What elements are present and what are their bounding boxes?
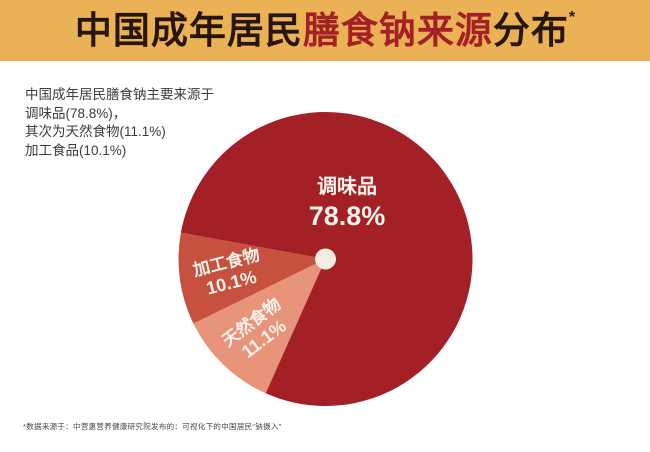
title-suffix: 分布 (492, 10, 569, 51)
title-highlight: 膳食钠来源 (302, 10, 493, 51)
pie-slice-natural-food (193, 259, 326, 394)
summary-line-1: 中国成年居民膳食钠主要来源于 (25, 87, 214, 102)
footnote: *数据来源于：中营惠营养健康研究院发布的：可视化下的中国居民“钠摄入” (23, 422, 282, 431)
summary-line-3: 其次为天然食物(11.1%) (25, 124, 166, 139)
title-prefix: 中国成年居民 (74, 10, 303, 51)
page-title: 中国成年居民膳食钠来源分布* (74, 9, 576, 51)
summary-text-block: 中国成年居民膳食钠主要来源于 调味品(78.8%)， 其次为天然食物(11.1%… (25, 86, 295, 160)
summary-line-4: 加工食品(10.1%) (25, 142, 127, 158)
pie-slice-processed-food (178, 232, 326, 324)
summary-line-2: 调味品(78.8%)， (25, 105, 127, 121)
header-banner: 中国成年居民膳食钠来源分布* (0, 0, 650, 61)
pie-label-seasoning-value: 78.8% (308, 201, 386, 231)
pie-center-dot (315, 248, 336, 270)
title-asterisk: * (568, 9, 576, 26)
pie-label-seasoning-name: 调味品 (317, 176, 377, 198)
pie-label-seasoning: 调味品 78.8% (309, 176, 386, 232)
